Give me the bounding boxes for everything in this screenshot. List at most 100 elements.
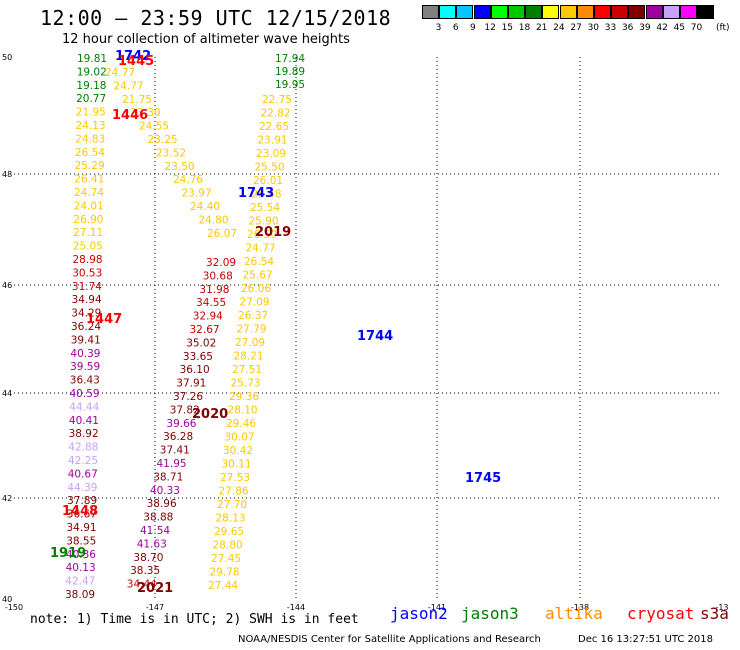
legend-swatch [422, 5, 439, 19]
lat-lon-grid [14, 57, 722, 600]
wave-height-value: 26.54 [244, 256, 274, 268]
pass-label: 1919 [50, 546, 86, 561]
legend-swatch [680, 5, 697, 19]
wave-height-value: 40.41 [69, 415, 99, 427]
wave-height-value: 24.13 [76, 120, 106, 132]
satellite-jason3-label: jason3 [461, 604, 519, 623]
wave-height-value: 24.01 [74, 200, 104, 212]
wave-height-value: 36.10 [180, 364, 210, 376]
legend-swatch [662, 5, 680, 19]
satellite-altika-label: altika [545, 604, 603, 623]
lat-label: 48 [2, 170, 12, 179]
wave-height-value: 25.54 [250, 202, 280, 214]
wave-height-value: 28.98 [73, 254, 103, 266]
wave-height-value: 19.81 [77, 53, 107, 65]
timestamp-text: Dec 16 13:27:51 UTC 2018 [578, 634, 713, 645]
wave-height-value: 25.50 [255, 162, 285, 174]
lat-label: 42 [2, 494, 12, 503]
wave-height-value: 27.09 [235, 337, 265, 349]
wave-height-value: 37.41 [160, 445, 190, 457]
legend-swatch [542, 5, 560, 19]
wave-height-value: 29.46 [226, 418, 256, 430]
wave-height-value: 38.71 [153, 471, 183, 483]
wave-height-value: 31.74 [72, 281, 102, 293]
wave-height-value: 39.41 [71, 334, 101, 346]
wave-height-value: 28.80 [213, 540, 243, 552]
lat-label: 50 [2, 53, 12, 62]
wave-height-value: 34.91 [67, 522, 97, 534]
wave-height-value: 32.09 [206, 257, 236, 269]
wave-height-value: 27.70 [217, 499, 247, 511]
wave-height-value: 22.82 [261, 108, 291, 120]
legend-swatch [576, 5, 594, 19]
wave-height-value: 37.82 [170, 404, 200, 416]
wave-height-value: 41.54 [140, 525, 170, 537]
lon-label: -138 [571, 603, 589, 612]
wave-height-value: 30.42 [223, 445, 253, 457]
legend-label: 33 [604, 23, 617, 33]
wave-height-value: 38.96 [147, 498, 177, 510]
wave-height-value: 26.06 [241, 283, 271, 295]
wave-height-value: 31.98 [199, 284, 229, 296]
page-title: 12:00 — 23:59 UTC 12/15/2018 [40, 6, 392, 30]
wave-height-value: 22.65 [259, 121, 289, 133]
wave-height-value: 36.43 [70, 375, 100, 387]
pass-label: 1743 [238, 186, 274, 201]
legend-swatch [697, 5, 715, 19]
wave-height-value: 28.10 [228, 405, 258, 417]
satellite-cryosat-label: cryosat [627, 604, 695, 623]
lon-label: -13 [715, 603, 728, 612]
lat-label: 40 [2, 595, 12, 604]
wave-height-value: 36.28 [163, 431, 193, 443]
credit-text: NOAA/NESDIS Center for Satellite Applica… [238, 634, 541, 645]
lon-axis-labels: -150 -147 -144 -141 -138 -13 [5, 603, 729, 612]
pass-label: 1445 [118, 54, 154, 69]
legend-swatch [508, 5, 525, 19]
wave-height-value: 22.75 [262, 94, 292, 106]
wave-height-value: 27.11 [73, 227, 103, 239]
wave-height-value: 21.95 [76, 107, 106, 119]
pass-label: 1742 [115, 49, 151, 64]
lon-label: -147 [146, 603, 164, 612]
wave-height-value: 38.35 [130, 565, 160, 577]
wave-height-value: 24.40 [190, 201, 220, 213]
wave-height-value: 25.73 [231, 378, 261, 390]
legend-swatch [628, 5, 646, 19]
legend-swatch [525, 5, 543, 19]
wave-height-value: 26.41 [74, 174, 104, 186]
wave-height-value: 30.53 [72, 267, 102, 279]
wave-height-value: 40.39 [70, 348, 100, 360]
legend-label: 27 [570, 23, 582, 33]
satellite-jason2-label: jason2 [390, 604, 448, 623]
wave-height-value: 34.94 [72, 294, 102, 306]
legend-label: 9 [470, 23, 476, 33]
legend-label: 15 [501, 23, 514, 33]
page-subtitle: 12 hour collection of altimeter wave hei… [62, 32, 350, 47]
legend-swatch [439, 5, 457, 19]
legend-label: 42 [656, 23, 668, 33]
legend-label: 6 [452, 23, 459, 33]
legend-label: 21 [535, 23, 548, 33]
wave-height-value: 32.67 [190, 324, 220, 336]
legend-label: 70 [690, 23, 703, 33]
wave-height-value: 21.75 [122, 94, 152, 106]
legend-swatch [473, 5, 491, 19]
wave-height-value: 34.55 [196, 297, 226, 309]
wave-height-value: 26.01 [253, 175, 283, 187]
satellite-s3a-label: s3a [700, 604, 729, 623]
legend-swatch [456, 5, 474, 19]
wave-height-value: 36.67 [67, 509, 97, 521]
wave-height-value: 27.09 [240, 297, 270, 309]
pass-label: 2019 [255, 225, 291, 240]
wave-height-value: 19.02 [77, 66, 107, 78]
pass-label: 2020 [192, 407, 228, 422]
wave-height-value: 23.91 [258, 135, 288, 147]
wave-height-value: 23.30 [131, 107, 161, 119]
wave-height-value: 41.95 [157, 458, 187, 470]
wave-height-value: 23.09 [256, 148, 286, 160]
lon-label: -144 [287, 603, 305, 612]
